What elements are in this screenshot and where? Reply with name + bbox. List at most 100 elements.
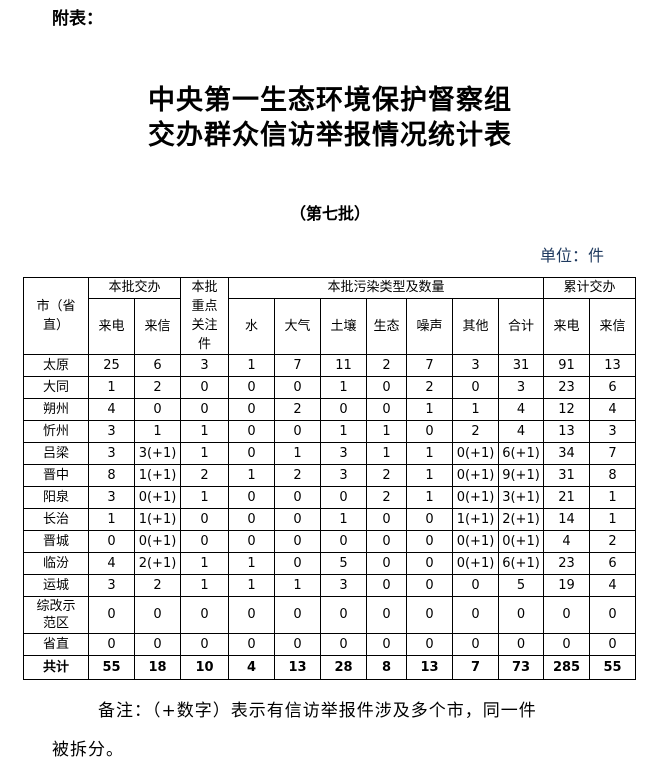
value-cell: 1 xyxy=(589,508,637,531)
table-row: 忻州 3 1 1 0 0 1 1 0 2 4 13 3 xyxy=(23,420,637,443)
value-cell: 4 xyxy=(498,398,545,421)
header-city-label: 市（省直） xyxy=(36,299,76,333)
value-cell: 1 xyxy=(228,574,276,597)
value-cell: 13 xyxy=(543,420,591,443)
value-cell: 3 xyxy=(320,442,368,465)
table-row: 阳泉 3 0(+1) 1 0 0 0 2 1 0(+1) 3(+1) 21 1 xyxy=(23,486,637,509)
value-cell: 8 xyxy=(589,464,637,487)
value-cell: 8 xyxy=(88,464,135,487)
value-cell: 4 xyxy=(88,398,135,421)
value-cell: 0 xyxy=(406,552,454,575)
value-cell: 0 xyxy=(180,633,230,656)
value-cell: 0 xyxy=(498,633,545,656)
header-row-1: 市（省直） 本批交办 本批 重点 关注 件 本批污染类型及数量 累计交办 xyxy=(23,276,637,355)
city-cell: 晋城 xyxy=(23,530,89,553)
value-cell: 3 xyxy=(589,420,637,443)
table-row: 省直 0 0 0 0 0 0 0 0 0 0 0 0 xyxy=(23,633,637,656)
value-cell: 0(+1) xyxy=(452,464,500,487)
value-cell: 1(+1) xyxy=(452,508,500,531)
value-cell: 2(+1) xyxy=(133,552,182,575)
value-cell: 0 xyxy=(589,596,637,634)
value-cell: 4 xyxy=(228,655,276,680)
value-cell: 2 xyxy=(406,376,454,399)
value-cell: 1 xyxy=(88,376,135,399)
value-cell: 1 xyxy=(180,574,230,597)
value-cell: 0 xyxy=(406,530,454,553)
value-cell: 0 xyxy=(452,633,500,656)
value-cell: 2 xyxy=(452,420,500,443)
value-cell: 0 xyxy=(366,530,408,553)
value-cell: 0 xyxy=(406,596,454,634)
subheader: 水 xyxy=(228,298,276,355)
value-cell: 0 xyxy=(366,398,408,421)
value-cell: 0 xyxy=(228,376,276,399)
value-cell: 3(+1) xyxy=(133,442,182,465)
value-cell: 3 xyxy=(452,354,500,377)
value-cell: 0 xyxy=(274,633,322,656)
city-cell: 大同 xyxy=(23,376,89,399)
table-row: 长治 1 1(+1) 0 0 0 1 0 0 1(+1) 2(+1) 14 1 xyxy=(23,508,637,531)
value-cell: 0(+1) xyxy=(498,530,545,553)
value-cell: 2 xyxy=(133,574,182,597)
value-cell: 0 xyxy=(180,596,230,634)
value-cell: 13 xyxy=(589,354,637,377)
key-focus-line: 件 xyxy=(198,337,212,352)
value-cell: 0 xyxy=(589,633,637,656)
header-batch-assigned: 本批交办 xyxy=(87,276,182,300)
value-cell: 25 xyxy=(88,354,135,377)
value-cell: 23 xyxy=(543,552,591,575)
city-cell: 晋中 xyxy=(23,464,89,487)
subheader: 来电 xyxy=(88,298,135,355)
value-cell: 3 xyxy=(180,354,230,377)
value-cell: 1 xyxy=(320,376,368,399)
table-row: 临汾 4 2(+1) 1 1 0 5 0 0 0(+1) 6(+1) 23 6 xyxy=(23,552,637,575)
value-cell: 0 xyxy=(406,508,454,531)
value-cell: 0 xyxy=(274,376,322,399)
value-cell: 3 xyxy=(88,486,135,509)
value-cell: 1 xyxy=(180,442,230,465)
header-key-focus: 本批 重点 关注 件 xyxy=(180,277,230,355)
value-cell: 1 xyxy=(228,552,276,575)
value-cell: 0 xyxy=(133,633,182,656)
key-focus-line: 本批 xyxy=(191,280,218,295)
value-cell: 9(+1) xyxy=(498,464,545,487)
value-cell: 0 xyxy=(366,633,408,656)
value-cell: 0 xyxy=(452,376,500,399)
value-cell: 7 xyxy=(406,354,454,377)
subheader: 噪声 xyxy=(406,298,454,355)
value-cell: 8 xyxy=(366,655,408,680)
value-cell: 0 xyxy=(88,530,135,553)
value-cell: 4 xyxy=(498,420,545,443)
table-row: 综改示范区 0 0 0 0 0 0 0 0 0 0 0 0 xyxy=(23,596,637,634)
table-row: 吕梁 3 3(+1) 1 0 1 3 1 1 0(+1) 6(+1) 34 7 xyxy=(23,442,637,465)
value-cell: 10 xyxy=(180,655,230,680)
header-row-2: 来电 来信 水 大气 土壤 生态 噪声 其他 合计 来电 来信 xyxy=(24,298,637,355)
value-cell: 1 xyxy=(180,486,230,509)
value-cell: 0 xyxy=(320,398,368,421)
value-cell: 0 xyxy=(228,442,276,465)
value-cell: 1 xyxy=(366,420,408,443)
value-cell: 0 xyxy=(228,530,276,553)
key-focus-line: 关注 xyxy=(191,318,218,333)
value-cell: 6(+1) xyxy=(498,552,545,575)
value-cell: 1 xyxy=(180,420,230,443)
value-cell: 21 xyxy=(543,486,591,509)
value-cell: 4 xyxy=(88,552,135,575)
subheader: 来电 xyxy=(543,298,591,355)
value-cell: 0 xyxy=(228,420,276,443)
value-cell: 0 xyxy=(543,633,591,656)
table-row: 晋中 8 1(+1) 2 1 2 3 2 1 0(+1) 9(+1) 31 8 xyxy=(23,464,637,487)
city-cell: 临汾 xyxy=(23,552,89,575)
value-cell: 1(+1) xyxy=(133,464,182,487)
city-cell: 吕梁 xyxy=(23,442,89,465)
value-cell: 0 xyxy=(274,596,322,634)
value-cell: 18 xyxy=(133,655,182,680)
value-cell: 0 xyxy=(228,596,276,634)
value-cell: 31 xyxy=(543,464,591,487)
value-cell: 0 xyxy=(366,596,408,634)
city-cell: 太原 xyxy=(23,354,89,377)
value-cell: 0 xyxy=(274,420,322,443)
header-city: 市（省直） xyxy=(23,277,89,355)
table-row: 运城 3 2 1 1 1 3 0 0 0 5 19 4 xyxy=(23,574,637,597)
value-cell: 1 xyxy=(274,442,322,465)
